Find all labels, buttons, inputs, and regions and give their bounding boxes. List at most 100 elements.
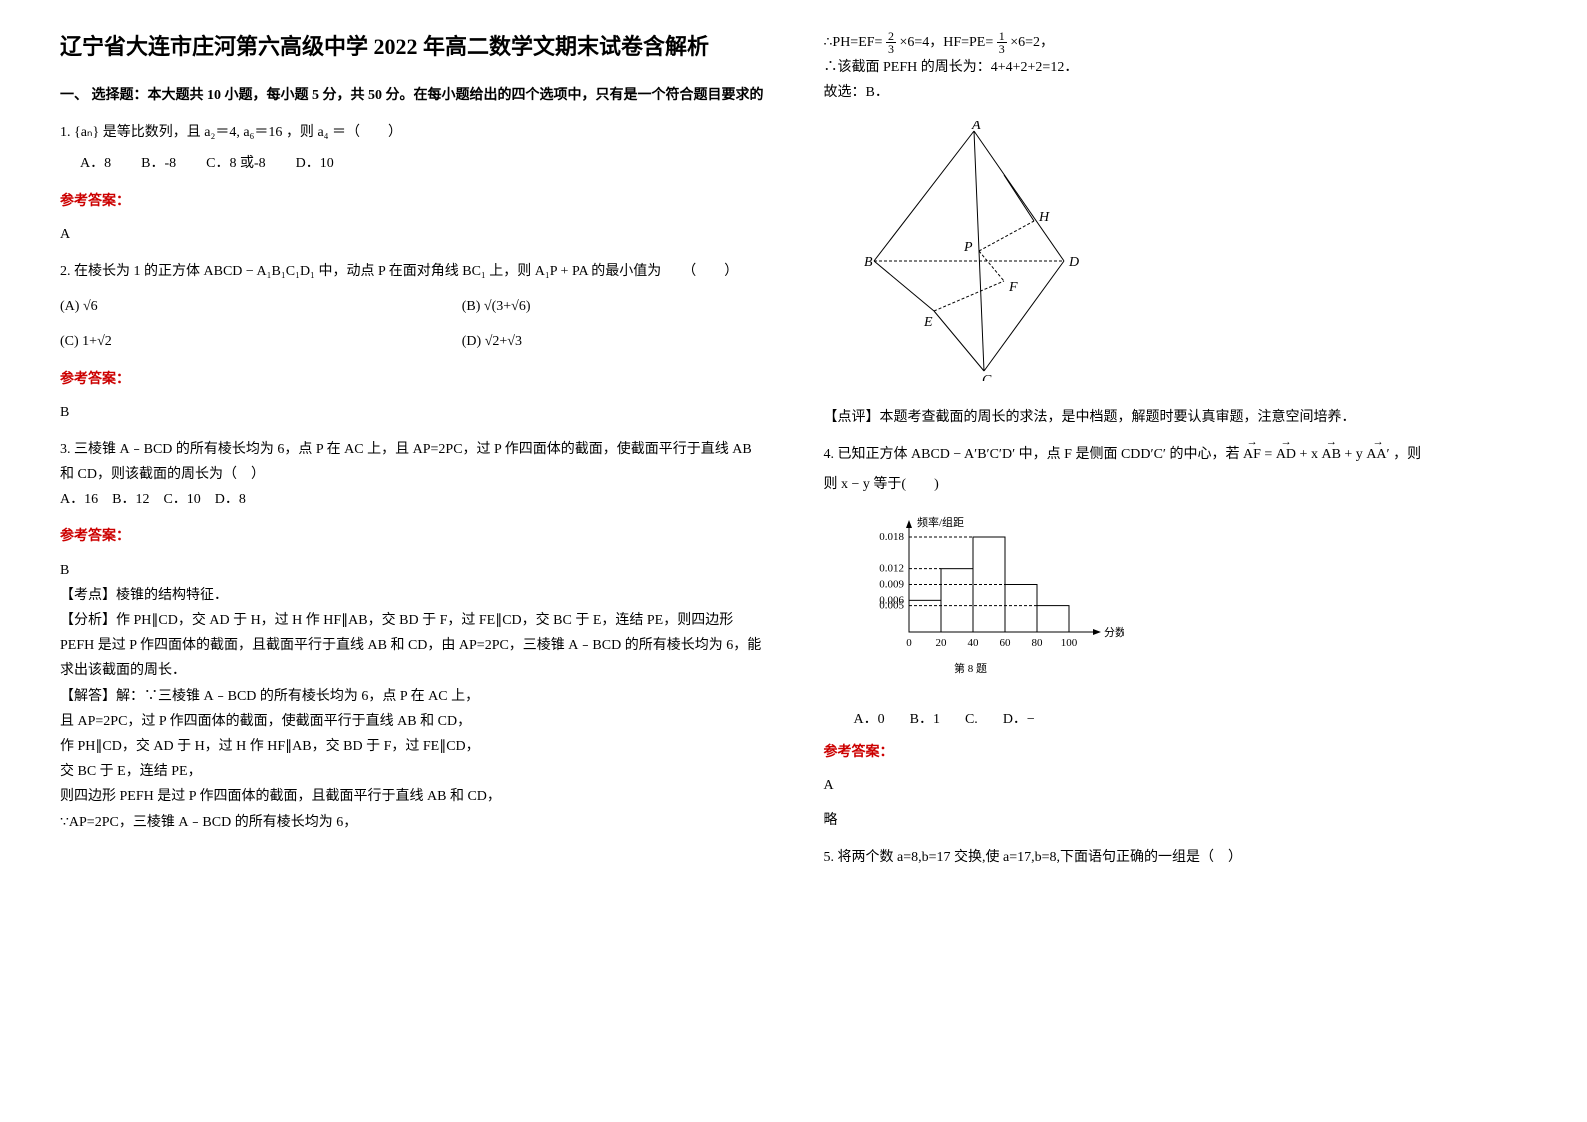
question-2: 2. 在棱长为 1 的正方体 ABCD − A₁B₁C₁D₁ 中，动点 P 在面… [60,259,764,355]
q3-fenxi-label: 【分析】 [60,613,116,628]
q4-answer-label: 参考答案： [824,740,1528,765]
q4-cube: ABCD − A′B′C′D′ [911,447,1015,462]
q2-mid: 中，动点 P 在面对角线 [318,264,462,279]
q3-jieda-l4: 交 BC 于 E，连结 PE， [60,759,764,784]
vec-AA: AA′ [1366,442,1389,467]
q4-lue: 略 [824,808,1528,833]
q1-expr1: {aₙ} [74,125,99,140]
q2-stem: 2. 在棱长为 1 的正方体 [60,264,204,279]
frac-2-3: 23 [886,30,896,55]
q4-optC: C. [965,707,978,732]
svg-text:0.009: 0.009 [879,579,904,591]
histogram-svg: 频率/组距 分数 0.0050.0060.0090.0120.018 02040… [864,512,1124,682]
q2-C-label: (C) [60,334,82,349]
q2-optD: √2+√3 [485,334,522,349]
q4-F: F [1064,447,1072,462]
q3-dianping-label: 【点评】 [824,410,880,425]
q4-face: CDD′C′ [1121,447,1166,462]
q1-optD: D．10 [296,151,334,176]
q4-tail: ，则 [1393,447,1421,462]
q4-mid3: 的中心，若 [1170,447,1244,462]
q3-dianping: 本题考查截面的周长的求法，是中档题，解题时要认真审题，注意空间培养． [880,410,1356,425]
q3-jieda-l5: 则四边形 PEFH 是过 P 作四面体的截面，且截面平行于直线 AB 和 CD， [60,784,764,809]
q3-kaodian: 棱锥的结构特征． [116,588,228,603]
q2-optC: 1+√2 [82,334,112,349]
q2-answer: B [60,400,764,425]
q3-r1-mid: ×6=4，HF=PE= [899,35,996,50]
svg-text:100: 100 [1060,637,1077,649]
hist-xlabel: 分数 [1104,626,1124,639]
q4-optD: D．− [1003,707,1035,732]
exam-title: 辽宁省大连市庄河第六高级中学 2022 年高二数学文期末试卷含解析 [60,30,764,63]
q3-answer: B [60,558,764,583]
q2-expr: A₁P + PA [535,264,588,279]
vec-AB: AB [1321,442,1340,467]
q2-diag: BC₁ [462,264,486,279]
q3-fenxi: 作 PH∥CD，交 AD 于 H，过 H 作 HF∥AB，交 BD 于 F，过 … [60,613,761,678]
question-1: 1. {aₙ} 是等比数列，且 a₂＝4, a₆＝16 ，则 a₄ ＝（ ） A… [60,120,764,176]
q4-answer: A [824,773,1528,798]
q4-plus1: + x [1300,447,1322,462]
q3-answer-label: 参考答案： [60,524,764,549]
q2-optB: √(3+√6) [484,299,531,314]
svg-text:20: 20 [935,637,947,649]
svg-text:60: 60 [999,637,1011,649]
q1-mid: 是等比数列，且 [103,125,205,140]
q4-mid1: 中，点 [1019,447,1065,462]
question-4: 4. 已知正方体 ABCD − A′B′C′D′ 中，点 F 是侧面 CDD′C… [824,442,1528,497]
q3-jieda-label: 【解答】 [60,689,116,704]
svg-text:40: 40 [967,637,979,649]
label-D: D [1068,255,1079,270]
q2-tail: 的最小值为 （ ） [591,264,738,279]
question-5: 5. 将两个数 a=8,b=17 交换,使 a=17,b=8,下面语句正确的一组… [824,845,1528,870]
label-H: H [1038,210,1050,225]
label-E: E [923,315,933,330]
q3-r1-end: ×6=2， [1010,35,1054,50]
right-column: ∴PH=EF= 23 ×6=4，HF=PE= 13 ×6=2， ∴该截面 PEF… [824,30,1528,883]
tetrahedron-figure: A B D C E H P F [864,121,1528,390]
q3-r1: ∴PH=EF= 23 ×6=4，HF=PE= 13 ×6=2， [824,30,1528,55]
q1-optA: A．8 [80,151,111,176]
label-P: P [963,240,973,255]
q3-r1-prefix: ∴PH=EF= [824,35,886,50]
question-3: 3. 三棱锥 A﹣BCD 的所有棱长均为 6，点 P 在 AC 上，且 AP=2… [60,437,764,513]
q3-jieda-l2: 且 AP=2PC，过 P 作四面体的截面，使截面平行于直线 AB 和 CD， [60,709,764,734]
q2-cube: ABCD − A₁B₁C₁D₁ [204,264,315,279]
q2-A-label: (A) [60,299,83,314]
q4-optB: B．1 [910,707,940,732]
hist-ylabel: 频率/组距 [917,515,964,529]
q4-prefix: 4. 已知正方体 [824,447,912,462]
q1-prefix: 1. [60,125,74,140]
q1-optB: B．-8 [141,151,176,176]
label-C: C [982,373,992,381]
svg-text:0.006: 0.006 [879,595,904,607]
histogram-figure: 频率/组距 分数 0.0050.0060.0090.0120.018 02040… [864,512,1528,691]
q4-optA: A．0 [854,707,885,732]
q1-expr2: a₂＝4, a₆＝16 [204,125,282,140]
q2-answer-label: 参考答案： [60,367,764,392]
q4-xy: x − y [841,477,870,492]
q2-B-label: (B) [462,299,484,314]
vec-AD: AD [1276,442,1296,467]
q1-expr3: a₄ [317,125,328,140]
q1-tail: ＝（ ） [332,125,402,140]
q2-end: 上，则 [489,264,535,279]
svg-text:0.018: 0.018 [879,531,904,543]
svg-text:0.012: 0.012 [879,563,904,575]
q1-answer: A [60,222,764,247]
q1-optC: C．8 或-8 [206,151,266,176]
q3-jieda-l1: 解：∵三棱锥 A﹣BCD 的所有棱长均为 6，点 P 在 AC 上， [116,689,479,704]
q4-mid2: 是侧面 [1075,447,1121,462]
q4-end: 等于( ) [870,477,939,492]
hist-caption: 第 8 题 [954,661,987,675]
q3-jieda-l3: 作 PH∥CD，交 AD 于 H，过 H 作 HF∥AB，交 BD 于 F，过 … [60,734,764,759]
tetrahedron-svg: A B D C E H P F [864,121,1084,381]
frac-1-3: 13 [997,30,1007,55]
label-F: F [1008,280,1018,295]
q4-plus2: + y [1344,447,1366,462]
q3-jieda-l6: ∵AP=2PC，三棱锥 A﹣BCD 的所有棱长均为 6， [60,810,764,835]
q3-kaodian-label: 【考点】 [60,588,116,603]
q4-eq: = [1264,447,1275,462]
q2-optA: √6 [83,299,98,314]
q3-stem: 3. 三棱锥 A﹣BCD 的所有棱长均为 6，点 P 在 AC 上，且 AP=2… [60,437,764,487]
